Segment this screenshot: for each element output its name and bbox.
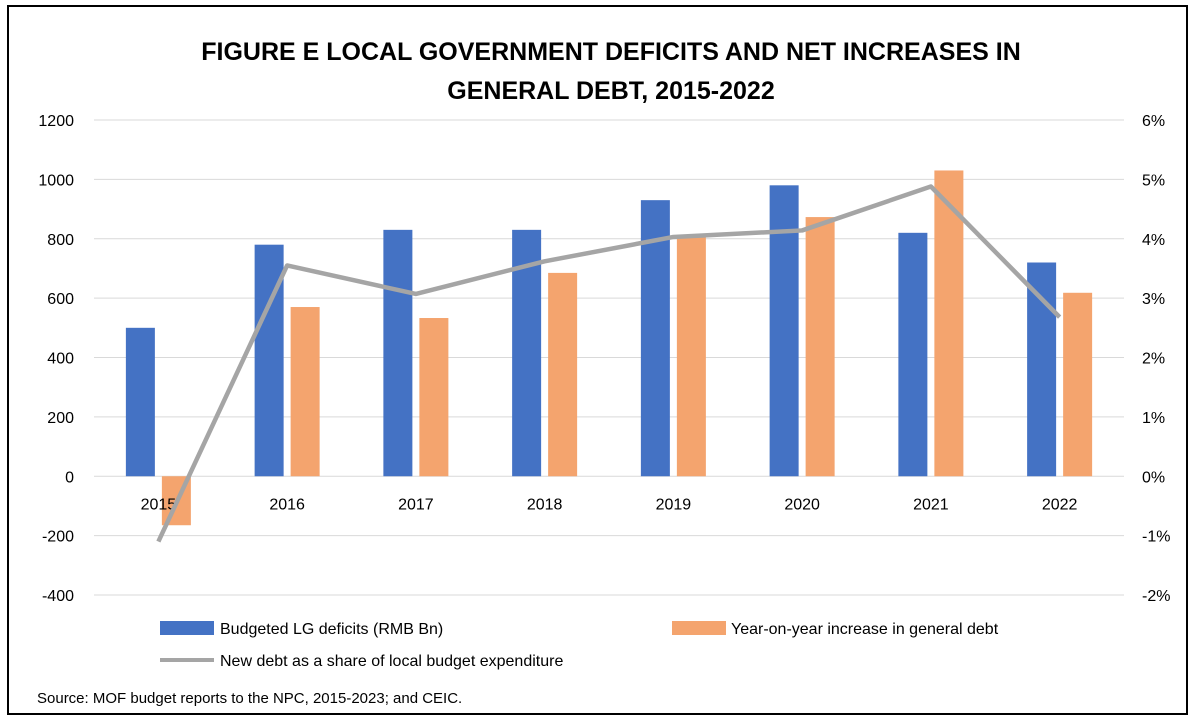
bar-debt-increase-2021 [934,170,964,477]
right-tick-label: 5% [1142,172,1165,189]
right-tick-label: 3% [1142,291,1165,308]
right-axis-ticks: 6% 5% 4% 3% 2% 1% 0% -1% -2% [1142,113,1170,605]
left-tick-label: 400 [47,351,74,368]
right-tick-label: 0% [1142,469,1165,486]
right-tick-label: -2% [1142,588,1170,605]
left-tick-label: 600 [47,291,74,308]
right-tick-label: 6% [1142,113,1165,130]
bar-deficit-2019 [640,200,670,477]
bar-deficit-2015 [125,327,155,477]
bar-deficit-2021 [898,232,928,477]
bar-deficit-2018 [512,229,542,477]
legend: Budgeted LG deficits (RMB Bn) Year-on-ye… [160,621,999,670]
x-axis-labels: 2015 2016 2017 2018 2019 2020 2021 2022 [141,496,1078,513]
legend-label-new-debt-share: New debt as a share of local budget expe… [220,653,563,670]
left-tick-label: 800 [47,232,74,249]
left-tick-label: 1000 [38,172,74,189]
bar-debt-increase-2020 [805,217,835,477]
left-tick-label: 1200 [38,113,74,130]
bar-deficit-2017 [383,229,413,477]
bar-debt-increase-2019 [676,235,706,477]
x-tick-label: 2021 [913,496,949,513]
legend-swatch-deficits [160,621,214,635]
chart-frame [7,5,1188,715]
right-tick-label: -1% [1142,529,1170,546]
bar-series [125,170,1093,526]
x-tick-label: 2019 [656,496,692,513]
x-tick-label: 2018 [527,496,563,513]
right-tick-label: 1% [1142,410,1165,427]
right-tick-label: 4% [1142,232,1165,249]
left-tick-label: -200 [42,529,74,546]
x-tick-label: 2017 [398,496,434,513]
x-tick-label: 2020 [784,496,820,513]
legend-swatch-debt-increase [672,621,726,635]
bar-debt-increase-2016 [290,307,320,477]
bar-debt-increase-2022 [1063,292,1093,477]
x-tick-label: 2015 [141,496,177,513]
left-tick-label: 200 [47,410,74,427]
line-new-debt-share [156,184,1062,543]
x-tick-label: 2022 [1042,496,1078,513]
x-tick-label: 2016 [269,496,305,513]
legend-label-deficits: Budgeted LG deficits (RMB Bn) [220,621,443,638]
left-tick-label: 0 [65,469,74,486]
chart-title-line2: GENERAL DEBT, 2015-2022 [447,77,774,105]
right-tick-label: 2% [1142,351,1165,368]
left-tick-label: -400 [42,588,74,605]
left-axis-ticks: 1200 1000 800 600 400 200 0 -200 -400 [38,113,74,605]
source-note: Source: MOF budget reports to the NPC, 2… [37,690,462,707]
bar-debt-increase-2017 [419,318,449,477]
legend-label-debt-increase: Year-on-year increase in general debt [731,621,999,638]
chart-title-line1: FIGURE E LOCAL GOVERNMENT DEFICITS AND N… [201,38,1021,66]
bar-deficit-2022 [1027,262,1057,477]
gridlines [94,119,1124,596]
bar-debt-increase-2018 [548,272,578,477]
line-series [156,184,1062,543]
